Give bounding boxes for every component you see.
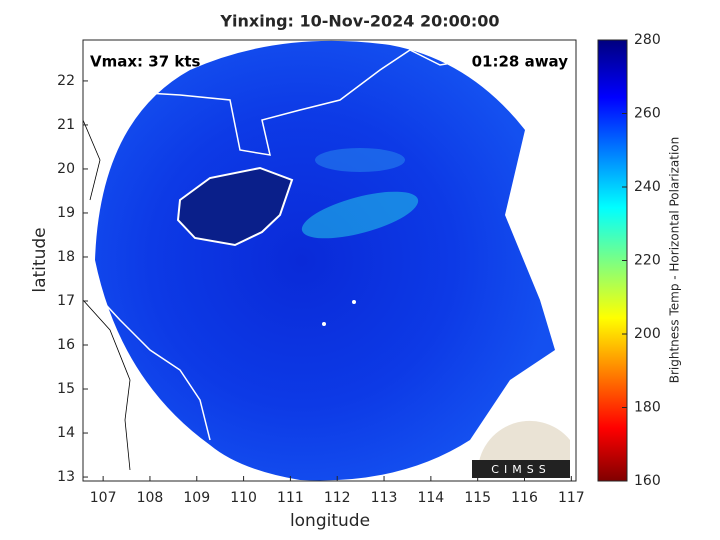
- y-tick-label: 22: [57, 73, 75, 89]
- chart-title: Yinxing: 10-Nov-2024 20:00:00: [219, 12, 499, 31]
- hainan: [176, 166, 294, 247]
- y-tick-label: 18: [57, 249, 75, 265]
- convection: [315, 148, 405, 172]
- colorbar-tick-label: 200: [634, 326, 661, 342]
- colorbar-tick-label: 180: [634, 400, 661, 416]
- colorbar-tick-label: 280: [634, 32, 661, 48]
- colorbar-tick-label: 240: [634, 179, 661, 195]
- island: [322, 322, 326, 326]
- x-tick-label: 117: [558, 490, 585, 506]
- x-axis-label: longitude: [290, 511, 370, 531]
- x-tick-label: 116: [511, 490, 538, 506]
- x-tick-label: 114: [417, 490, 444, 506]
- border: [83, 119, 131, 471]
- colorbar-label: Brightness Temp - Horizontal Polarizatio…: [668, 137, 682, 384]
- x-tick-label: 111: [277, 490, 304, 506]
- x-tick-label: 110: [230, 490, 257, 506]
- y-tick-label: 19: [57, 205, 75, 221]
- y-tick-label: 15: [57, 381, 75, 397]
- colorbar-tick-label: 260: [634, 106, 661, 122]
- annotation: 01:28 away: [472, 53, 569, 71]
- coastline: [83, 279, 211, 441]
- annotation: Vmax: 37 kts: [90, 53, 200, 71]
- logo: CIMSS: [472, 420, 570, 478]
- y-tick-label: 20: [57, 161, 75, 177]
- swath: [95, 40, 555, 481]
- x-tick-label: 108: [137, 490, 164, 506]
- logo-text: CIMSS: [491, 463, 550, 476]
- x-tick-label: 109: [183, 490, 210, 506]
- x-tick-label: 107: [90, 490, 117, 506]
- coastline: [83, 49, 471, 156]
- colorbar-tick-label: 220: [634, 253, 661, 269]
- satellite-image: [83, 40, 555, 481]
- y-tick-label: 17: [57, 293, 75, 309]
- island: [352, 300, 356, 304]
- convection: [301, 191, 419, 239]
- x-tick-label: 115: [464, 490, 491, 506]
- y-tick-label: 21: [57, 117, 75, 133]
- plot-frame: [82, 39, 577, 482]
- y-axis-label: latitude: [30, 227, 50, 292]
- x-tick-label: 113: [371, 490, 398, 506]
- x-tick-label: 112: [324, 490, 351, 506]
- y-tick-label: 16: [57, 337, 75, 353]
- y-tick-label: 14: [57, 425, 75, 441]
- y-tick-label: 13: [57, 469, 75, 485]
- colorbar-tick-label: 160: [634, 473, 661, 489]
